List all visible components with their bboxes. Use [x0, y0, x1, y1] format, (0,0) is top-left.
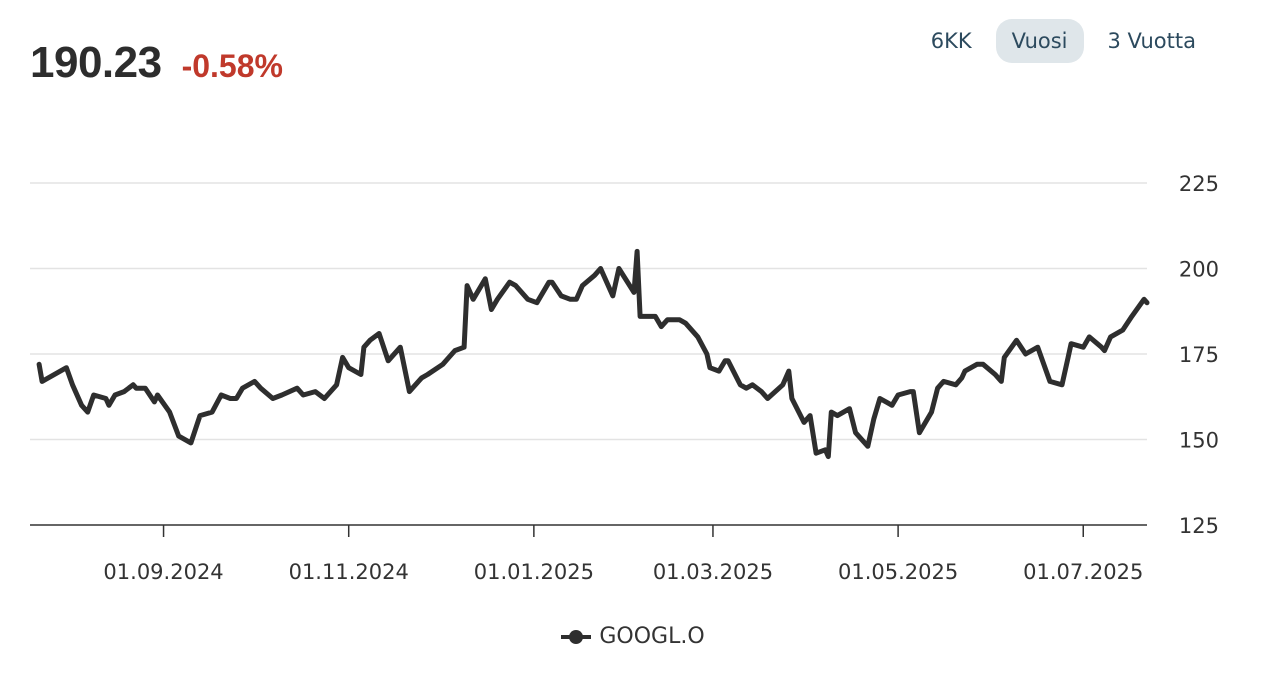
y-tick-label: 150 [1179, 429, 1219, 453]
series-line-googl [36, 248, 1150, 460]
quote-header: 190.23 -0.58% [30, 38, 283, 88]
x-tick-label: 01.09.2024 [103, 560, 223, 584]
y-tick-label: 175 [1179, 343, 1219, 367]
range-selector: 6KK Vuosi 3 Vuotta [915, 19, 1212, 63]
legend-label: GOOGL.O [599, 624, 705, 649]
x-tick-label: 01.05.2025 [838, 560, 958, 584]
legend-swatch [561, 629, 592, 644]
x-tick-label: 01.01.2025 [474, 560, 594, 584]
chart-legend: GOOGL.O [0, 624, 1266, 649]
y-tick-label: 125 [1179, 514, 1219, 538]
range-vuosi-button[interactable]: Vuosi [995, 19, 1084, 63]
price-change: -0.58% [181, 48, 283, 84]
x-tick-label: 01.07.2025 [1023, 560, 1143, 584]
x-tick-label: 01.11.2024 [289, 560, 409, 584]
y-tick-label: 200 [1179, 258, 1219, 282]
range-3-vuotta-button[interactable]: 3 Vuotta [1107, 29, 1196, 53]
current-price: 190.23 [30, 38, 162, 87]
range-6kk-button[interactable]: 6KK [930, 29, 972, 53]
y-tick-label: 225 [1179, 172, 1219, 196]
x-tick-label: 01.03.2025 [653, 560, 773, 584]
